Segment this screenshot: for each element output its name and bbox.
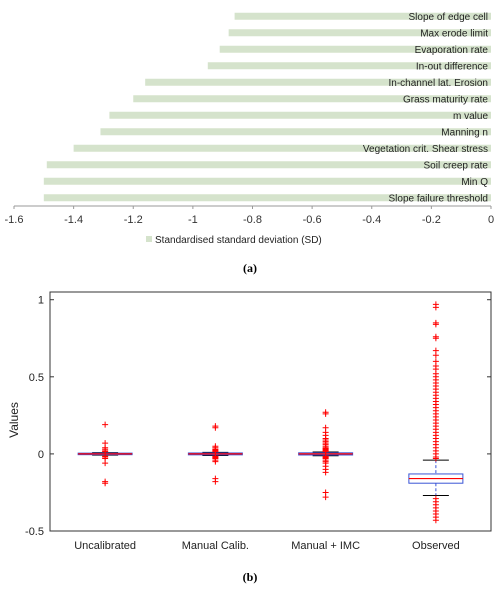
- x-tick-label: -0.8: [243, 214, 262, 226]
- outlier-marker: [212, 458, 219, 465]
- bar: [207, 62, 491, 70]
- x-tick-label: -0.2: [422, 214, 441, 226]
- outlier-marker: [322, 494, 329, 501]
- x-tick-label: -1.2: [124, 214, 143, 226]
- bar: [219, 45, 492, 53]
- bar-category-label: m value: [453, 111, 488, 122]
- y-tick-label: -0.5: [25, 526, 44, 538]
- y-tick-label: 1: [38, 295, 44, 307]
- bar-category-label: In-out difference: [416, 61, 489, 72]
- box-group: [77, 421, 133, 487]
- bar: [46, 161, 491, 169]
- legend-label: Standardised standard deviation (SD): [155, 235, 322, 246]
- outlier-marker: [432, 321, 439, 328]
- outlier-marker: [432, 352, 439, 359]
- x-tick-label: 0: [488, 214, 494, 226]
- plot-frame: [49, 291, 492, 532]
- bar: [234, 12, 492, 20]
- outlier-marker: [102, 480, 109, 487]
- legend-swatch: [146, 236, 152, 242]
- x-category-label: Uncalibrated: [74, 540, 136, 552]
- box-group: [408, 301, 464, 524]
- bar-category-label: Min Q: [461, 177, 488, 188]
- bar: [100, 128, 492, 136]
- outlier-marker: [102, 460, 109, 467]
- bar: [109, 111, 492, 119]
- x-tick-label: -0.6: [303, 214, 322, 226]
- outlier-marker: [322, 469, 329, 476]
- outlier-marker: [212, 424, 219, 431]
- x-tick-label: -1.4: [64, 214, 83, 226]
- bar-category-label: Manning n: [441, 127, 488, 138]
- outlier-marker: [432, 304, 439, 311]
- outlier-marker: [212, 478, 219, 485]
- x-tick-label: -1: [188, 214, 198, 226]
- outlier-marker: [432, 455, 439, 462]
- bar-category-label: Slope failure threshold: [388, 193, 488, 204]
- y-tick-label: 0: [38, 449, 44, 461]
- x-category-label: Manual Calib.: [182, 540, 249, 552]
- bar-category-label: In-channel lat. Erosion: [388, 78, 488, 89]
- box-plot: 1 0.5 0 -0.5 Uncalibrated Manual Calib. Manual…: [25, 291, 492, 552]
- x-tick-label: -1.6: [5, 214, 24, 226]
- y-axis-label: Values: [7, 402, 21, 438]
- bar: [73, 144, 491, 152]
- bar-chart: Slope of edge cell Max erode limit Evapora…: [5, 12, 495, 226]
- y-tick-label: 0.5: [29, 372, 44, 384]
- bar: [145, 78, 492, 86]
- bar: [133, 95, 491, 103]
- outlier-marker: [102, 421, 109, 428]
- outlier-marker: [322, 410, 329, 417]
- outlier-marker: [432, 335, 439, 342]
- bar-category-label: Grass maturity rate: [403, 94, 488, 105]
- x-category-label: Manual + IMC: [291, 540, 360, 552]
- bar-category-label: Slope of edge cell: [408, 12, 488, 23]
- x-category-label: Observed: [412, 540, 460, 552]
- bar-category-label: Evaporation rate: [415, 45, 489, 56]
- bar-category-label: Soil creep rate: [424, 160, 489, 171]
- bar: [228, 29, 491, 37]
- bar-category-label: Vegetation crit. Shear stress: [363, 144, 488, 155]
- x-tick-label: -0.4: [362, 214, 381, 226]
- panel-label-b: (b): [243, 570, 258, 584]
- legend: Standardised standard deviation (SD): [146, 235, 322, 246]
- bar-category-label: Max erode limit: [420, 28, 488, 39]
- panel-label-a: (a): [243, 261, 257, 275]
- box-group: [298, 409, 354, 501]
- box-group: [187, 423, 243, 485]
- outlier-marker: [432, 517, 439, 524]
- bar: [43, 177, 491, 185]
- bar: [43, 194, 491, 202]
